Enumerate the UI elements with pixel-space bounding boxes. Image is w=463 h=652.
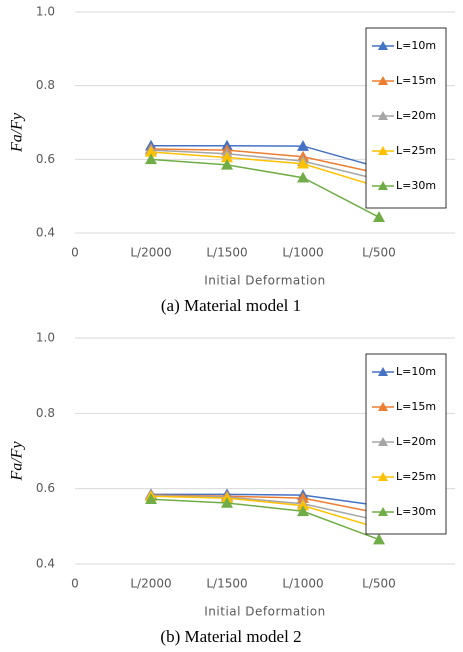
legend-label: L=15m — [396, 74, 436, 87]
series-line — [150, 495, 380, 529]
legend-label: L=30m — [396, 505, 436, 518]
legend-label: L=20m — [396, 435, 436, 448]
y-tick-label: 0.6 — [36, 152, 55, 166]
legend-marker — [378, 181, 388, 190]
x-tick-label: L/1000 — [282, 577, 323, 591]
x-tick-label: L/1500 — [206, 577, 247, 591]
legend-marker — [378, 41, 388, 50]
y-tick-label: 0.4 — [36, 226, 55, 240]
series-line — [150, 151, 380, 188]
x-axis-label: Initial Deformation — [204, 605, 325, 619]
x-tick-label: L/1000 — [282, 246, 323, 260]
marker — [297, 171, 309, 183]
x-tick-label: L/500 — [362, 246, 396, 260]
marker — [297, 505, 309, 517]
marker — [297, 499, 309, 511]
legend-marker — [378, 507, 388, 516]
x-tick-label: 0 — [71, 246, 79, 260]
x-tick-label: L/2000 — [130, 577, 171, 591]
y-tick-label: 0.8 — [36, 406, 55, 420]
series-line — [150, 149, 380, 181]
marker — [373, 211, 385, 222]
marker — [145, 153, 157, 165]
y-tick-label: 0.4 — [36, 557, 55, 571]
marker — [297, 492, 309, 503]
series-line — [150, 498, 380, 541]
legend-marker — [378, 76, 388, 85]
legend-label: L=25m — [396, 144, 436, 157]
y-tick-label: 0.8 — [36, 78, 55, 92]
marker — [221, 158, 233, 170]
x-tick-label: L/2000 — [130, 246, 171, 260]
x-tick-label: L/500 — [362, 577, 396, 591]
marker — [221, 151, 233, 163]
legend-label: L=10m — [396, 365, 436, 378]
marker — [373, 533, 385, 545]
legend-label: L=15m — [396, 400, 436, 413]
legend-label: L=20m — [396, 109, 436, 122]
marker — [145, 145, 157, 157]
legend-marker — [378, 367, 388, 376]
series-line — [151, 144, 380, 169]
marker — [145, 493, 157, 505]
legend-marker — [378, 437, 388, 446]
y-tick-label: 0.6 — [36, 481, 55, 495]
y-axis-label: Fa/Fy — [9, 441, 26, 482]
marker — [297, 140, 309, 151]
legend-marker — [378, 402, 388, 411]
legend-label: L=25m — [396, 470, 436, 483]
legend-marker — [378, 146, 388, 155]
y-tick-label: 1.0 — [36, 5, 55, 19]
series-line — [150, 148, 380, 175]
marker — [221, 496, 233, 508]
legend-label: L=30m — [396, 179, 436, 192]
series-line — [151, 493, 380, 507]
legend-marker — [378, 111, 388, 120]
marker — [297, 157, 309, 169]
x-tick-label: 0 — [71, 577, 79, 591]
y-axis-label: Fa/Fy — [9, 112, 26, 153]
x-tick-label: L/1500 — [206, 246, 247, 260]
y-tick-label: 1.0 — [36, 331, 55, 345]
caption: (a) Material model 1 — [161, 296, 301, 315]
x-axis-label: Initial Deformation — [204, 274, 325, 288]
caption: (b) Material model 2 — [160, 627, 301, 646]
series-line — [150, 494, 380, 522]
series-line — [150, 158, 380, 218]
legend-marker — [378, 472, 388, 481]
legend-label: L=10m — [396, 39, 436, 52]
